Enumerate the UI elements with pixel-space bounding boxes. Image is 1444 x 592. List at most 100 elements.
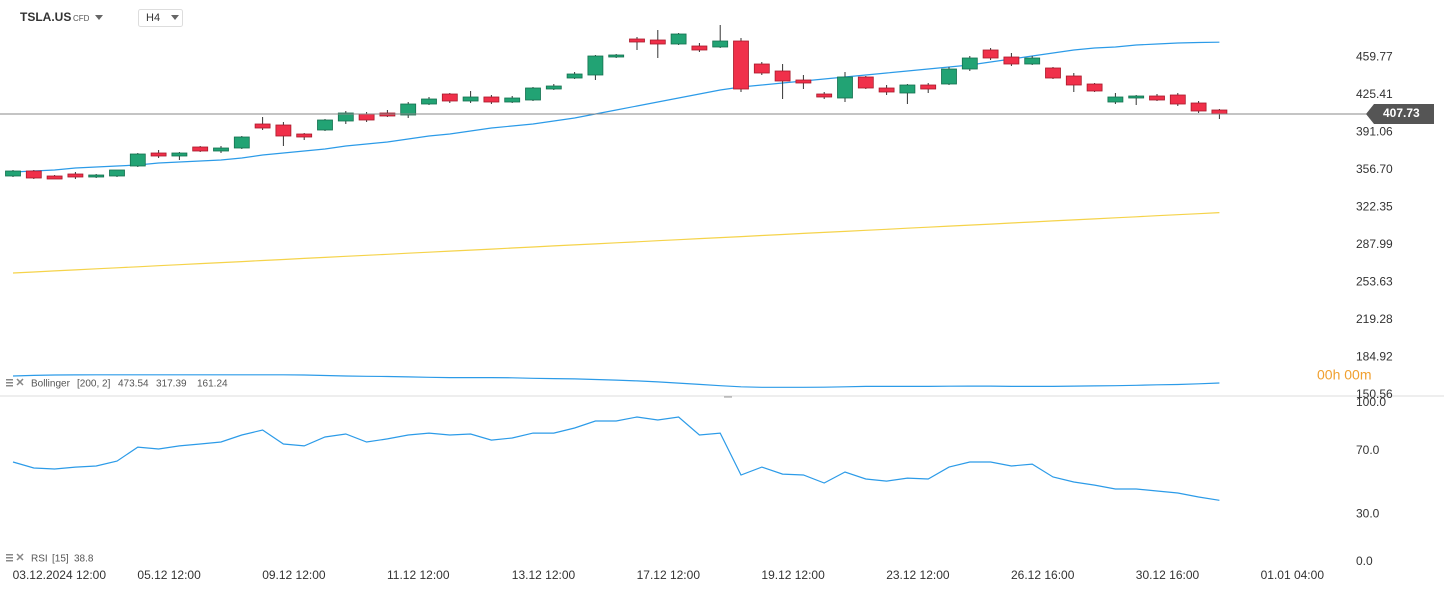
candle-body xyxy=(1086,83,1103,92)
bollinger-legend-icons[interactable] xyxy=(6,378,24,387)
instrument-type: CFD xyxy=(73,14,90,23)
x-tick-label: 09.12 12:00 xyxy=(262,568,326,582)
candle-body xyxy=(150,152,167,157)
y-tick-label: 322.35 xyxy=(1356,199,1393,213)
candle-body xyxy=(504,97,521,103)
legend-upper-value: 473.54 xyxy=(118,379,149,390)
candle-body xyxy=(275,124,292,137)
candle-body xyxy=(400,103,417,116)
candle-body xyxy=(837,76,853,99)
candle-body xyxy=(941,68,957,85)
candle-body xyxy=(1169,94,1186,105)
y-tick-label: 184.92 xyxy=(1356,349,1393,363)
candle-body xyxy=(795,79,812,84)
candle-body xyxy=(982,49,999,59)
candle-body xyxy=(296,133,313,138)
y-tick-label: 0.0 xyxy=(1356,554,1373,568)
x-tick-label: 13.12 12:00 xyxy=(512,568,576,582)
candle-body xyxy=(337,112,354,122)
candle-body xyxy=(5,170,21,177)
x-tick-label: 17.12 12:00 xyxy=(637,568,701,582)
y-tick-label: 219.28 xyxy=(1356,312,1393,326)
candle-body xyxy=(46,175,63,180)
candle-body xyxy=(566,73,583,79)
candle-body xyxy=(608,54,625,58)
candle-body xyxy=(733,40,749,90)
last-price-tag xyxy=(1366,104,1434,125)
x-tick-label: 19.12 12:00 xyxy=(761,568,825,582)
candle-body xyxy=(774,70,791,82)
candle-body xyxy=(525,87,541,101)
timeframe-dropdown-arrow[interactable] xyxy=(171,15,179,20)
candle-body xyxy=(1211,109,1228,115)
candle-body xyxy=(670,33,687,45)
y-tick-label: 391.06 xyxy=(1356,124,1393,138)
x-tick-label: 30.12 16:00 xyxy=(1136,568,1200,582)
candle-body xyxy=(545,85,562,90)
symbol-dropdown-arrow[interactable] xyxy=(95,15,103,20)
x-tick-label: 01.01 04:00 xyxy=(1261,568,1325,582)
candle-body xyxy=(649,39,666,45)
candles xyxy=(5,25,1228,180)
rsi-legend-icons[interactable] xyxy=(6,553,24,562)
candle-body xyxy=(441,93,458,102)
candle-countdown: 00h 00m xyxy=(1317,367,1371,383)
timeframe-box[interactable] xyxy=(138,9,183,27)
y-tick-label: 30.0 xyxy=(1356,507,1380,521)
candle-body xyxy=(254,123,271,129)
candle-body xyxy=(1024,57,1041,65)
candle-body xyxy=(88,174,105,178)
x-tick-label: 03.12.2024 12:00 xyxy=(13,568,107,582)
rsi-last-value: 38.8 xyxy=(74,554,94,565)
symbol[interactable]: TSLA.US xyxy=(20,10,71,24)
y-tick-label: 253.63 xyxy=(1356,274,1393,288)
candle-body xyxy=(213,147,229,152)
candle-body xyxy=(171,152,188,157)
y-tick-label: 459.77 xyxy=(1356,49,1393,63)
candle-body xyxy=(712,40,729,48)
candle-body xyxy=(629,38,645,43)
y-tick-label: 100.0 xyxy=(1356,395,1386,409)
y-tick-label: 70.0 xyxy=(1356,443,1380,457)
timeframe[interactable]: H4 xyxy=(146,12,160,24)
candle-body xyxy=(462,96,479,102)
x-tick-label: 11.12 12:00 xyxy=(387,568,450,582)
bollinger-band xyxy=(12,212,1220,274)
candle-body xyxy=(233,136,250,149)
candle-body xyxy=(1045,67,1061,79)
candle-body xyxy=(1128,95,1145,99)
y-tick-label: 425.41 xyxy=(1356,87,1393,101)
candle-body xyxy=(1065,75,1082,86)
candle-body xyxy=(421,98,437,105)
candle-body xyxy=(920,84,937,90)
legend-middle-value: 317.39 xyxy=(156,379,187,390)
candle-body xyxy=(878,87,895,93)
candle-body xyxy=(25,170,42,179)
rsi-params: [15] xyxy=(52,554,69,565)
candle-body xyxy=(587,55,604,76)
candle-body xyxy=(961,57,978,70)
x-tick-label: 05.12 12:00 xyxy=(137,568,201,582)
candle-body xyxy=(816,93,833,98)
candle-body xyxy=(753,63,770,74)
y-tick-label: 150.56 xyxy=(1356,387,1393,401)
candle-body xyxy=(483,96,500,103)
x-tick-label: 23.12 12:00 xyxy=(886,568,950,582)
rsi-line xyxy=(12,416,1220,501)
candle-body xyxy=(317,119,333,131)
candle-body xyxy=(857,76,874,89)
y-tick-label: 287.99 xyxy=(1356,237,1393,251)
candle-body xyxy=(1190,102,1207,112)
candle-body xyxy=(67,173,84,178)
rsi-name: RSI xyxy=(31,554,48,565)
candle-body xyxy=(1149,95,1165,101)
candle-body xyxy=(192,146,209,152)
candle-body xyxy=(1003,56,1020,65)
candle-body xyxy=(691,45,708,51)
last-price-label: 407.73 xyxy=(1383,106,1420,120)
indicator-params: [200, 2] xyxy=(77,379,111,390)
candle-body xyxy=(129,153,146,167)
bollinger-band xyxy=(12,374,1220,388)
